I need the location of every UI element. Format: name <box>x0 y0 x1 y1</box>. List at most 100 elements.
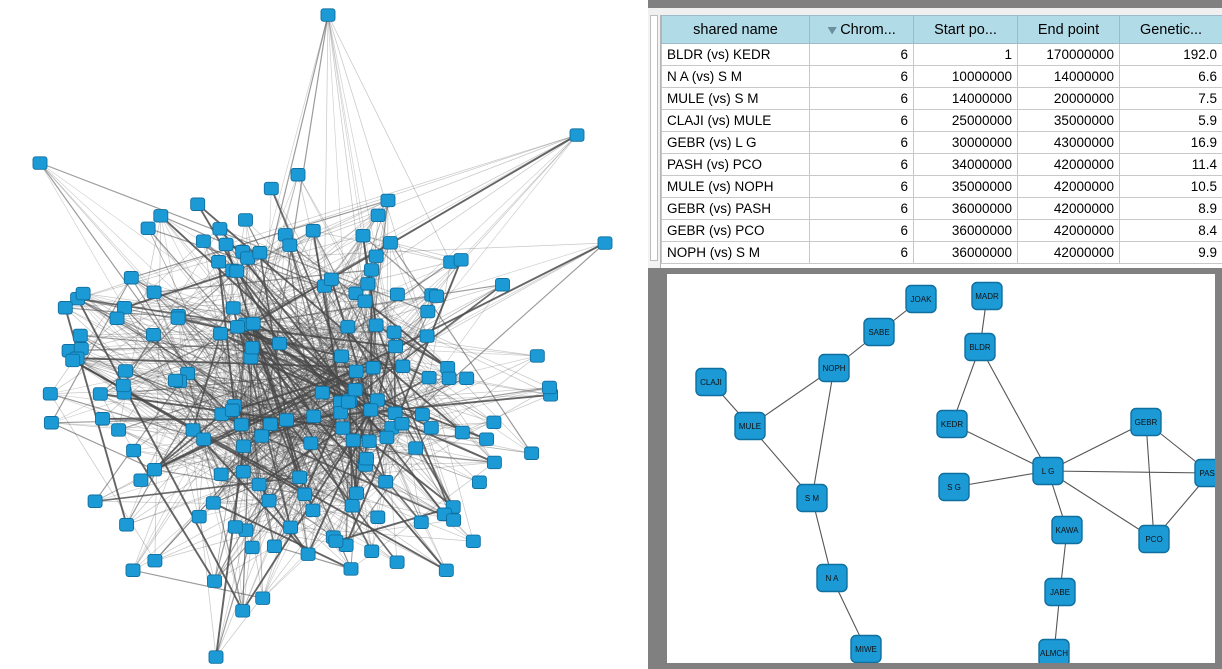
network-node[interactable] <box>235 465 251 479</box>
network-node[interactable] <box>453 253 469 267</box>
network-edge[interactable] <box>99 393 314 511</box>
network-edge[interactable] <box>310 311 429 444</box>
node-shape[interactable] <box>140 221 156 236</box>
network-edge[interactable] <box>251 230 314 349</box>
node-shape[interactable] <box>1032 456 1064 486</box>
network-edge[interactable] <box>214 357 252 582</box>
node-shape[interactable] <box>109 311 125 326</box>
network-edge[interactable] <box>261 427 344 437</box>
node-shape[interactable] <box>125 563 141 577</box>
node-shape[interactable] <box>361 434 377 448</box>
cell-chromosome[interactable]: 6 <box>809 131 914 154</box>
network-edge[interactable] <box>49 393 156 561</box>
network-edge[interactable] <box>250 357 315 417</box>
network-node[interactable] <box>597 236 613 250</box>
node-shape[interactable] <box>368 249 384 263</box>
network-node[interactable] <box>261 493 277 508</box>
cell-start_point[interactable]: 36000000 <box>913 219 1018 242</box>
node-shape[interactable] <box>438 563 454 578</box>
network-node[interactable] <box>524 446 540 460</box>
network-edge[interactable] <box>279 300 366 344</box>
network-edge[interactable] <box>187 215 379 374</box>
network-edge[interactable] <box>324 285 349 328</box>
node-shape[interactable] <box>305 223 321 238</box>
network-edge[interactable] <box>312 235 364 511</box>
cell-chromosome[interactable]: 6 <box>809 65 914 88</box>
network-edge[interactable] <box>203 438 366 466</box>
cell-shared_name[interactable]: MULE (vs) S M <box>661 87 810 110</box>
network-node[interactable] <box>364 544 380 558</box>
network-edge[interactable] <box>82 293 538 357</box>
network-node[interactable] <box>283 520 299 535</box>
network-edge[interactable] <box>77 298 194 431</box>
node-shape[interactable] <box>323 272 339 287</box>
network-node[interactable] <box>419 329 435 343</box>
network-node[interactable] <box>360 277 376 291</box>
network-node[interactable] <box>340 320 356 334</box>
network-node[interactable] <box>126 443 142 458</box>
node-shape[interactable] <box>244 540 260 555</box>
network-edge[interactable] <box>233 401 349 407</box>
network-edge[interactable] <box>231 355 342 411</box>
network-node[interactable] <box>43 416 59 430</box>
network-edge[interactable] <box>242 399 378 473</box>
node-shape[interactable] <box>191 509 207 524</box>
network-edge[interactable] <box>49 324 377 395</box>
sub-network-node[interactable]: MULE <box>734 411 766 441</box>
node-shape[interactable] <box>382 236 398 250</box>
node-shape[interactable] <box>235 465 251 479</box>
network-edge[interactable] <box>154 389 356 471</box>
network-edge[interactable] <box>179 377 430 382</box>
network-edge[interactable] <box>327 14 393 429</box>
network-edge[interactable] <box>270 284 503 425</box>
network-node[interactable] <box>446 513 462 527</box>
network-edge[interactable] <box>354 389 447 571</box>
node-shape[interactable] <box>370 208 386 223</box>
network-edge[interactable] <box>395 294 433 347</box>
sub-network-node[interactable]: S M <box>796 483 828 513</box>
node-shape[interactable] <box>378 475 394 489</box>
network-edge[interactable] <box>332 519 454 538</box>
network-edge[interactable] <box>118 270 238 431</box>
cell-start_point[interactable]: 1 <box>913 43 1018 66</box>
network-node[interactable] <box>438 563 454 578</box>
cell-start_point[interactable]: 36000000 <box>913 197 1018 220</box>
network-edge[interactable] <box>299 412 342 478</box>
network-node[interactable] <box>118 364 133 378</box>
network-node[interactable] <box>413 515 429 529</box>
node-shape[interactable] <box>300 547 316 561</box>
sub-network-node[interactable]: BLDR <box>964 332 996 362</box>
network-node[interactable] <box>420 304 436 319</box>
table-row[interactable]: MULE (vs) NOPH 6 35000000 42000000 10.5 <box>661 175 1222 198</box>
network-edge[interactable] <box>304 493 353 507</box>
network-edge[interactable] <box>348 401 367 460</box>
node-shape[interactable] <box>465 534 481 549</box>
network-node[interactable] <box>335 421 351 435</box>
node-shape[interactable] <box>386 325 402 339</box>
network-edge[interactable] <box>101 417 288 421</box>
network-edge[interactable] <box>401 284 503 425</box>
node-shape[interactable] <box>207 574 222 588</box>
node-shape[interactable] <box>306 409 322 424</box>
network-node[interactable] <box>140 221 156 236</box>
network-edge[interactable] <box>365 462 495 466</box>
node-shape[interactable] <box>153 209 169 223</box>
node-shape[interactable] <box>364 544 380 558</box>
network-edge[interactable] <box>198 471 244 518</box>
node-shape[interactable] <box>225 301 241 315</box>
node-shape[interactable] <box>971 281 1003 311</box>
network-edge[interactable] <box>348 401 454 508</box>
network-node[interactable] <box>263 181 279 196</box>
network-edge[interactable] <box>116 317 253 349</box>
network-edge[interactable] <box>252 323 309 555</box>
network-edge[interactable] <box>274 419 287 547</box>
network-edge[interactable] <box>377 215 428 337</box>
network-edge[interactable] <box>368 324 377 442</box>
network-edge[interactable] <box>242 399 351 473</box>
network-edge[interactable] <box>297 174 366 302</box>
cell-shared_name[interactable]: BLDR (vs) KEDR <box>661 43 810 66</box>
network-edge[interactable] <box>349 399 445 515</box>
sub-network-node[interactable]: GEBR <box>1130 407 1162 437</box>
network-node[interactable] <box>386 325 402 339</box>
network-edge[interactable] <box>260 435 455 521</box>
